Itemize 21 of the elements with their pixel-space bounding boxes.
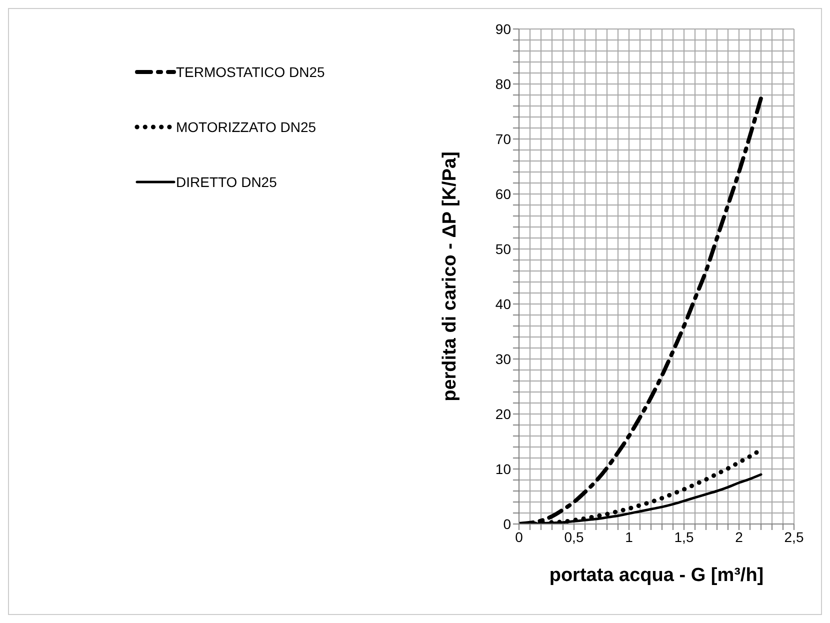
x-tick-label: 2,5 <box>784 528 804 545</box>
x-tick-label: 0,5 <box>564 528 584 545</box>
y-tick-label: 70 <box>495 130 512 147</box>
y-tick-label: 30 <box>495 350 512 367</box>
y-tick-label: 60 <box>495 186 512 202</box>
legend-label: MOTORIZZATO DN25 <box>176 118 316 134</box>
x-tick-label: 2 <box>735 528 744 545</box>
y-tick-label: 10 <box>495 460 512 477</box>
x-tick-label: 1 <box>625 528 634 545</box>
x-axis-title: portata acqua - G [m³/h] <box>549 565 764 586</box>
x-tick-label: 1,5 <box>674 528 694 545</box>
x-tick-label: 0 <box>515 528 524 545</box>
y-tick-label: 40 <box>495 296 512 312</box>
legend-label: TERMOSTATICO DN25 <box>176 64 325 80</box>
legend-label: DIRETTO DN25 <box>176 174 277 190</box>
y-tick-label: 90 <box>495 20 512 37</box>
y-tick-label: 0 <box>503 516 512 532</box>
y-axis-title: perdita di carico - ΔP [K/Pa] <box>440 152 461 402</box>
y-tick-label: 20 <box>495 406 512 422</box>
y-tick-label: 80 <box>495 76 512 92</box>
y-tick-label: 50 <box>495 240 512 257</box>
